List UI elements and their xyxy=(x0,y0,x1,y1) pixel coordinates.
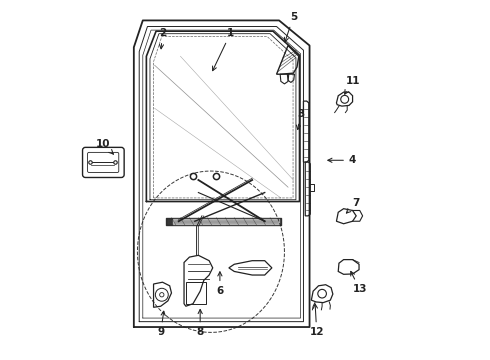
Text: 11: 11 xyxy=(344,76,360,94)
Text: 10: 10 xyxy=(96,139,113,154)
Bar xyxy=(186,282,205,304)
Text: 9: 9 xyxy=(157,311,165,337)
Text: 6: 6 xyxy=(216,272,223,296)
Text: 1: 1 xyxy=(213,28,234,71)
Text: 7: 7 xyxy=(346,198,360,213)
Text: 8: 8 xyxy=(196,310,204,337)
Text: 13: 13 xyxy=(351,271,367,294)
Text: 12: 12 xyxy=(310,304,324,337)
Text: 3: 3 xyxy=(296,109,304,130)
Text: 4: 4 xyxy=(328,155,356,165)
Text: 2: 2 xyxy=(159,28,166,49)
Text: 5: 5 xyxy=(284,12,297,42)
